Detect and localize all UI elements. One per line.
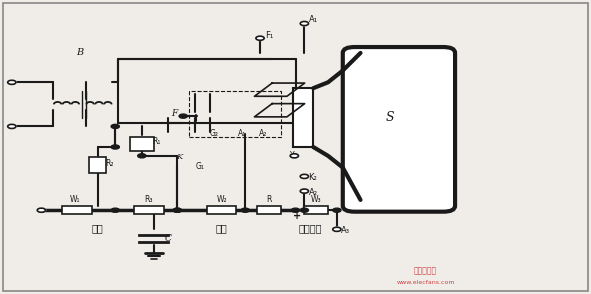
Circle shape — [300, 174, 309, 178]
Text: A₂: A₂ — [259, 129, 267, 138]
Text: +: + — [293, 211, 301, 221]
Circle shape — [241, 208, 249, 212]
Text: R₃: R₃ — [145, 195, 153, 204]
Text: Y₀: Y₀ — [290, 151, 298, 160]
Text: F₁: F₁ — [265, 31, 273, 40]
Circle shape — [111, 208, 119, 212]
Circle shape — [173, 208, 181, 212]
Circle shape — [290, 154, 298, 158]
Circle shape — [333, 227, 341, 231]
Text: www.elecfans.com: www.elecfans.com — [397, 280, 454, 285]
Circle shape — [8, 80, 16, 84]
Bar — [130, 138, 154, 151]
Bar — [134, 206, 164, 214]
Bar — [304, 206, 328, 214]
Bar — [189, 91, 281, 137]
Text: W₂: W₂ — [216, 195, 227, 204]
Bar — [89, 157, 106, 173]
Circle shape — [173, 208, 181, 212]
Circle shape — [111, 124, 119, 128]
Text: A₁: A₁ — [238, 129, 246, 138]
Text: R: R — [266, 195, 272, 204]
Text: 電子發燒友: 電子發燒友 — [414, 266, 437, 275]
Circle shape — [138, 154, 146, 158]
Text: W₃: W₃ — [311, 195, 322, 204]
Text: B: B — [76, 49, 83, 57]
Circle shape — [111, 145, 119, 149]
Circle shape — [256, 36, 264, 40]
Text: F: F — [171, 109, 177, 118]
Text: W₁: W₁ — [70, 195, 80, 204]
Text: G₂: G₂ — [210, 129, 219, 138]
Text: A₃: A₃ — [341, 226, 350, 235]
Text: K₂: K₂ — [309, 173, 317, 182]
Text: 輔助聚焦: 輔助聚焦 — [298, 223, 322, 233]
FancyBboxPatch shape — [343, 47, 455, 212]
Bar — [207, 206, 236, 214]
Circle shape — [300, 208, 309, 212]
Circle shape — [37, 208, 46, 212]
Text: S: S — [386, 111, 394, 124]
Text: 聚焦: 聚焦 — [216, 223, 228, 233]
Text: K: K — [176, 153, 182, 161]
Circle shape — [291, 208, 300, 212]
Text: R₂: R₂ — [105, 159, 113, 168]
Text: A₂: A₂ — [309, 188, 317, 197]
Circle shape — [300, 189, 309, 193]
Circle shape — [8, 124, 16, 128]
Text: A₁: A₁ — [309, 15, 318, 24]
Bar — [62, 206, 92, 214]
Text: 亮度: 亮度 — [92, 223, 103, 233]
Bar — [257, 206, 281, 214]
Text: R₁: R₁ — [152, 137, 161, 146]
Bar — [293, 88, 313, 147]
Circle shape — [300, 21, 309, 26]
Text: C: C — [164, 234, 171, 243]
Text: G₁: G₁ — [195, 162, 204, 171]
Circle shape — [179, 114, 187, 118]
Circle shape — [333, 208, 341, 212]
